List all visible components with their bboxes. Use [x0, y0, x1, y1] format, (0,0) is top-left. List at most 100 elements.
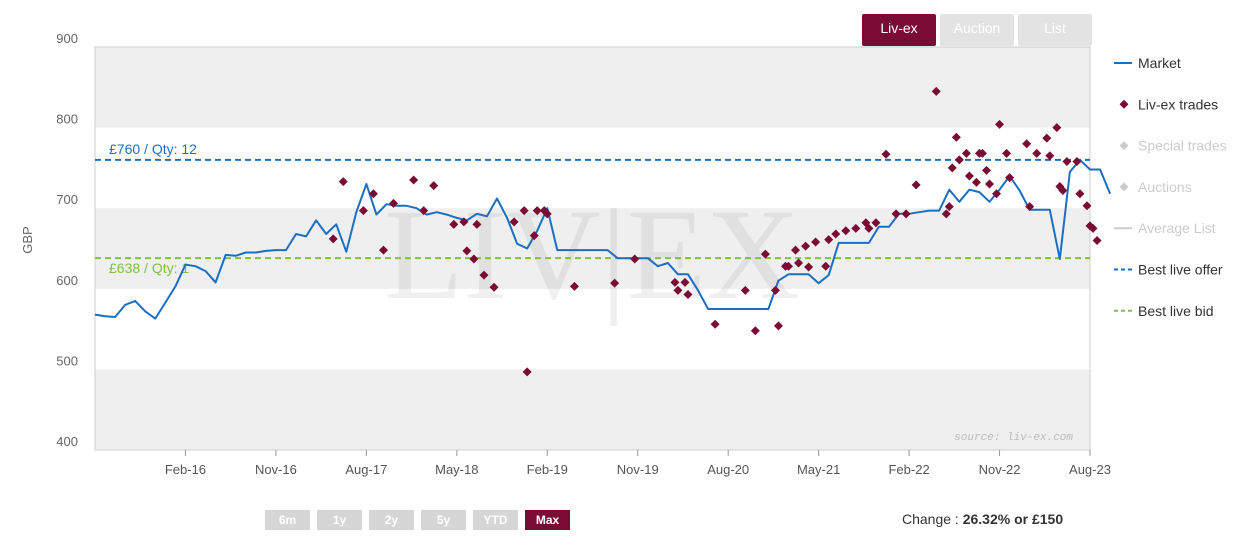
- trade-point: [804, 262, 814, 272]
- trade-point: [851, 223, 861, 233]
- trade-point: [509, 217, 519, 227]
- trade-point: [1045, 151, 1055, 161]
- source-tabs: Liv-ex Auction List: [862, 14, 1092, 46]
- watermark-logo: LIV|EX: [384, 183, 800, 327]
- legend-item[interactable]: Best live offer: [1114, 262, 1223, 278]
- trade-point: [981, 165, 991, 175]
- trade-point: [1088, 223, 1098, 233]
- legend-item[interactable]: Market: [1114, 55, 1181, 71]
- trade-point: [683, 289, 693, 299]
- trade-point: [824, 235, 834, 245]
- trade-point: [1005, 173, 1015, 183]
- trade-point: [610, 278, 620, 288]
- range-ytd-button[interactable]: YTD: [473, 510, 518, 530]
- trade-point: [1082, 201, 1092, 211]
- trade-point: [542, 209, 552, 219]
- y-tick-label: 600: [56, 273, 78, 288]
- legend-item[interactable]: Best live bid: [1114, 303, 1213, 319]
- legend-label: Special trades: [1138, 138, 1227, 154]
- trade-point: [378, 245, 388, 255]
- x-tick-label: May-18: [435, 462, 478, 477]
- tab-list[interactable]: List: [1018, 14, 1092, 46]
- trade-point: [419, 206, 429, 216]
- trade-point: [1058, 185, 1068, 195]
- trade-point: [368, 189, 378, 199]
- trade-point: [409, 175, 419, 185]
- trade-point: [1052, 123, 1062, 133]
- trade-point: [449, 219, 459, 229]
- trade-point: [971, 177, 981, 187]
- y-tick-label: 700: [56, 192, 78, 207]
- trade-point: [489, 282, 499, 292]
- range-2y-button[interactable]: 2y: [369, 510, 414, 530]
- x-tick-label: Aug-23: [1069, 462, 1111, 477]
- trade-point: [1022, 139, 1032, 149]
- trade-point: [750, 326, 760, 336]
- legend-label: Average List: [1138, 220, 1216, 236]
- trade-point: [992, 189, 1002, 199]
- legend-item[interactable]: Average List: [1114, 220, 1216, 236]
- plot-area-border: [94, 46, 1091, 451]
- trade-point: [791, 245, 801, 255]
- trade-point: [770, 285, 780, 295]
- trade-point: [891, 209, 901, 219]
- legend: Market Liv-ex trades Special trades Auction…: [1114, 55, 1227, 319]
- trade-point: [760, 249, 770, 259]
- x-tick-label: Nov-19: [617, 462, 659, 477]
- trade-point: [569, 281, 579, 291]
- trade-point: [519, 206, 529, 216]
- trade-point: [1075, 189, 1085, 199]
- trade-point: [1092, 235, 1102, 245]
- trade-point: [522, 367, 532, 377]
- change-label: Change :: [902, 511, 959, 527]
- trade-point: [532, 206, 542, 216]
- change-summary: Change : 26.32% or £150: [902, 511, 1063, 527]
- range-1y-button[interactable]: 1y: [317, 510, 362, 530]
- tab-auction[interactable]: Auction: [940, 14, 1014, 46]
- trade-point: [794, 258, 804, 268]
- x-tick-label: Nov-16: [255, 462, 297, 477]
- trade-point: [469, 254, 479, 264]
- range-selector: 6m 1y 2y 5y YTD Max: [265, 510, 570, 530]
- watermark-source: source: liv-ex.com: [954, 432, 1073, 444]
- y-axis-label: GBP: [20, 226, 35, 253]
- y-tick-label: 400: [56, 434, 78, 449]
- trade-point: [472, 219, 482, 229]
- trade-point: [961, 148, 971, 158]
- trade-point: [801, 241, 811, 251]
- range-5y-button[interactable]: 5y: [421, 510, 466, 530]
- legend-item[interactable]: Liv-ex trades: [1119, 96, 1219, 112]
- trade-point: [358, 206, 368, 216]
- trade-point: [977, 148, 987, 158]
- legend-label: Liv-ex trades: [1138, 96, 1218, 112]
- trade-point: [984, 179, 994, 189]
- range-max-button[interactable]: Max: [525, 510, 570, 530]
- trade-point: [670, 277, 680, 287]
- x-tick-label: Feb-16: [165, 462, 206, 477]
- trade-point: [871, 218, 881, 228]
- plot-bands: [95, 47, 1090, 450]
- trade-point: [462, 246, 472, 256]
- series-layer: [94, 86, 1112, 377]
- trade-point: [529, 231, 539, 241]
- trade-point: [783, 261, 793, 271]
- trade-point: [479, 270, 489, 280]
- trade-point: [1032, 148, 1042, 158]
- legend-label: Best live offer: [1138, 262, 1223, 278]
- legend-item[interactable]: Special trades: [1119, 138, 1227, 154]
- trade-point: [821, 261, 831, 271]
- legend-label: Best live bid: [1138, 303, 1213, 319]
- trade-point: [1002, 148, 1012, 158]
- trade-point: [1072, 156, 1082, 166]
- legend-swatch: [1119, 141, 1129, 151]
- x-tick-label: Feb-22: [888, 462, 929, 477]
- trade-point: [944, 202, 954, 212]
- range-6m-button[interactable]: 6m: [265, 510, 310, 530]
- x-tick-label: Aug-20: [707, 462, 749, 477]
- tab-liv-ex[interactable]: Liv-ex: [862, 14, 936, 46]
- legend-swatch: [1119, 182, 1129, 192]
- legend-item[interactable]: Auctions: [1119, 179, 1192, 195]
- trade-point: [389, 198, 399, 208]
- trade-point: [881, 149, 891, 159]
